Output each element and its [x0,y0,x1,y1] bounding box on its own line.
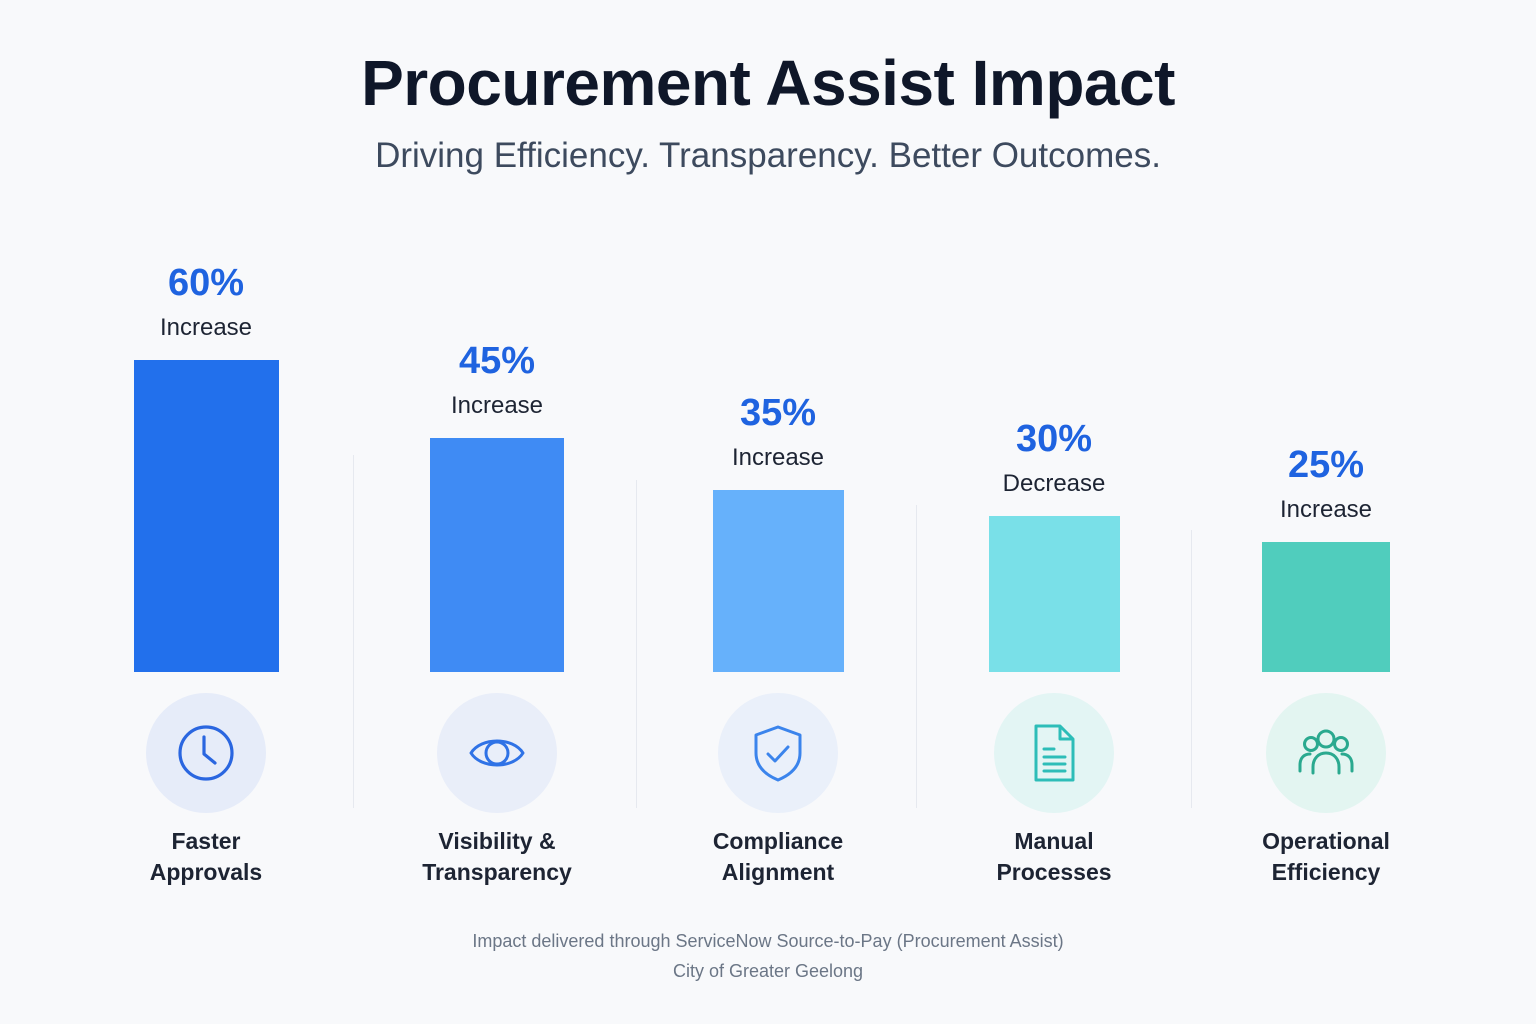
icon-badge [994,693,1114,813]
bar [430,438,564,672]
data-label-direction: Increase [1279,496,1373,523]
icon-badge [1266,693,1386,813]
icon-badge [718,693,838,813]
column-divider [636,480,637,808]
category-label: Compliance Alignment [648,826,908,888]
data-label-value: 45% [458,340,536,382]
category-label-line: Compliance [712,828,844,854]
category-label-line: Processes [996,859,1112,885]
category-label: Manual Processes [924,826,1184,888]
bar [712,490,844,672]
column-divider [1191,530,1192,808]
category-label: Visibility & Transparency [367,826,627,888]
chart-title: Procurement Assist Impact [361,47,1175,119]
people-icon [1298,729,1354,775]
category-label-line: Efficiency [1271,859,1381,885]
data-label-direction: Increase [450,392,544,419]
category-label-line: Operational [1262,828,1390,854]
category-label-line: Manual [1014,828,1094,854]
icon-badge [437,693,557,813]
clock-icon [178,725,234,781]
data-label-direction: Increase [731,444,825,471]
data-label-value: 25% [1287,444,1365,486]
data-label-direction: Increase [159,314,253,341]
eye-icon [469,739,525,767]
category-label: Operational Efficiency [1196,826,1456,888]
chart-subtitle: Driving Efficiency. Transparency. Better… [375,136,1161,175]
category-label-line: Transparency [422,859,572,885]
category-label: Faster Approvals [76,826,336,888]
icon-badge [146,693,266,813]
footer-organization: City of Greater Geelong [672,961,864,981]
data-label-value: 30% [1015,418,1093,460]
data-label-value: 60% [167,262,245,304]
footer-source: Impact delivered through ServiceNow Sour… [472,931,1064,951]
bar [133,360,279,672]
category-label-line: Approvals [149,859,263,885]
column-divider [916,505,917,808]
bar [988,516,1120,672]
data-label-direction: Decrease [1002,470,1106,497]
bar [1262,542,1390,672]
shield-check-icon [754,725,802,782]
data-label-value: 35% [739,392,817,434]
category-label-line: Visibility & [438,828,556,854]
category-label-line: Faster [171,828,241,854]
document-icon [1034,724,1075,782]
column-divider [353,455,354,808]
category-label-line: Alignment [721,859,835,885]
